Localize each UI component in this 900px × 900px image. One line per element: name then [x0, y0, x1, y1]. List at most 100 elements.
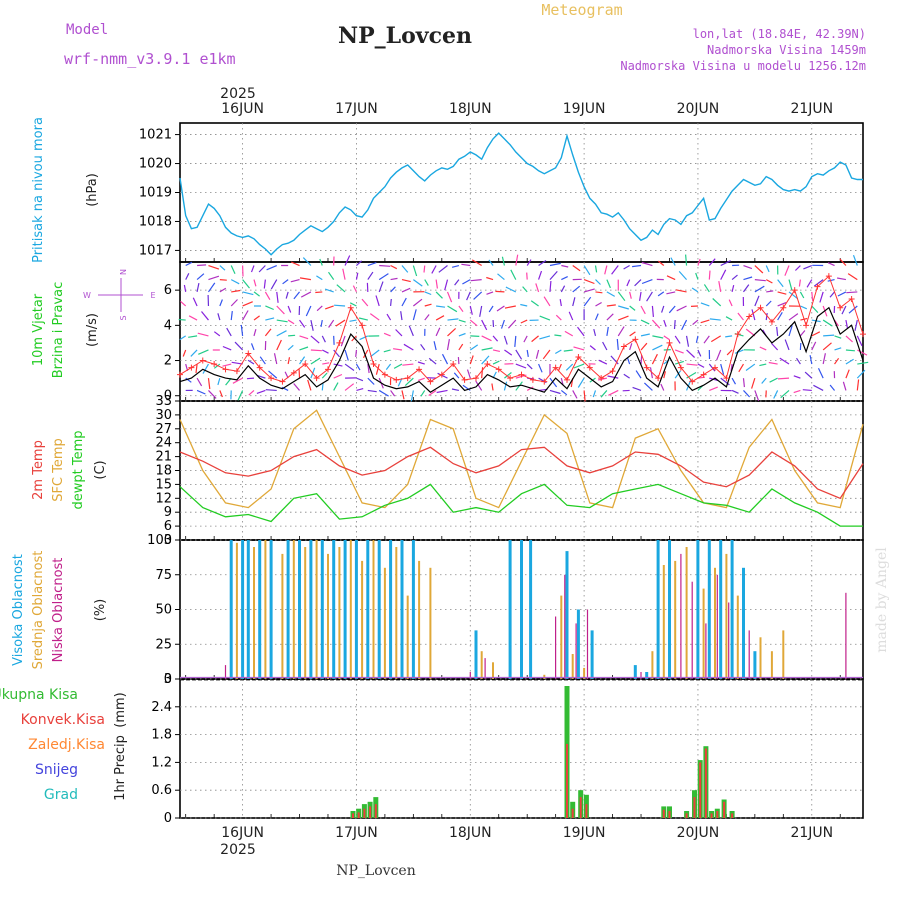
cloud-ylabel-1: Visoka Oblacnost	[11, 554, 26, 666]
wind-barb	[765, 279, 773, 284]
compass-w: W	[83, 291, 91, 300]
wind-barb	[505, 286, 517, 293]
wind-barb	[401, 297, 407, 307]
cloud-bar	[668, 540, 671, 679]
wind-barb	[686, 349, 696, 358]
cloud-bar	[651, 651, 654, 679]
wind-barb	[196, 273, 205, 281]
precip-conv-bar	[668, 811, 671, 818]
wind-barb	[219, 390, 223, 398]
wind-barb	[230, 311, 233, 321]
wind-gust-marker	[723, 375, 730, 382]
wind-barb	[226, 327, 232, 337]
cloud-bar	[583, 667, 586, 679]
wind-barb	[287, 357, 291, 365]
wind-barb	[668, 305, 676, 314]
wind-barb	[435, 291, 443, 299]
cloud-bar	[575, 623, 577, 679]
wind-barb	[402, 363, 414, 366]
precip-conv-bar	[369, 806, 372, 818]
wind-barb	[845, 335, 854, 343]
cloud-bar	[286, 540, 290, 679]
wind-barb	[793, 389, 801, 394]
wind-barb	[515, 363, 527, 369]
wind-barb	[412, 265, 418, 277]
wind-barb	[845, 358, 854, 365]
wind-barb	[259, 356, 266, 365]
wind-barb	[606, 304, 616, 307]
wind-barb	[299, 335, 309, 340]
wind-barb	[788, 325, 793, 337]
ytick-label: 0	[164, 389, 172, 404]
wind-barb	[728, 299, 733, 307]
wind-barb	[458, 305, 464, 313]
cloud-bar	[320, 540, 324, 679]
precip-conv-bar	[363, 808, 366, 818]
model-elevation-label: Nadmorska Visina u modelu 1256.12m	[620, 59, 866, 73]
page-title: NP_Lovcen	[338, 23, 472, 49]
cloud-bar	[304, 547, 307, 679]
wind-barb	[179, 335, 187, 341]
cloud-bar	[332, 540, 336, 679]
wind-barb	[288, 334, 296, 337]
cloud-bar	[366, 540, 370, 679]
wind-barb	[629, 291, 632, 299]
wind-barb	[780, 389, 790, 399]
wind-barb	[554, 349, 562, 355]
wind-barb	[538, 270, 543, 280]
wind-barb	[788, 291, 799, 300]
wind-barb	[800, 305, 808, 310]
wind-barb	[447, 305, 458, 313]
wind-gust-marker	[825, 273, 832, 280]
wind-barb	[481, 367, 484, 379]
wind-barb	[765, 300, 772, 307]
wind-barb	[486, 276, 494, 281]
wind-barb	[695, 335, 699, 343]
wind-barb	[610, 355, 619, 365]
wind-barb	[632, 386, 642, 392]
wind-barb	[720, 363, 725, 375]
wind-barb	[616, 338, 619, 351]
wind-barb	[504, 349, 513, 356]
wind-barb	[322, 362, 330, 365]
wind-barb	[606, 313, 614, 321]
cloud-bar	[377, 540, 381, 679]
wind-barb	[526, 349, 529, 357]
cloud-bar	[529, 540, 533, 679]
wind-barb	[549, 377, 558, 388]
wind-gust-marker	[837, 304, 844, 311]
wind-barb	[307, 379, 312, 391]
cloud-bar	[264, 540, 267, 679]
wind-barb	[700, 302, 710, 307]
wind-barb	[583, 296, 592, 307]
wind-barb	[845, 319, 849, 330]
cloud-bar	[400, 540, 404, 679]
precip-conv-bar	[693, 797, 696, 818]
wind-barb	[473, 291, 483, 300]
top-date-label: 17JUN	[335, 101, 378, 117]
wind-barb	[453, 372, 460, 379]
cloud-bar	[224, 665, 227, 679]
wind-gust-marker	[518, 371, 525, 378]
wind-barb	[355, 349, 358, 357]
wind-barb	[344, 383, 355, 391]
wind-barb	[691, 287, 699, 293]
wind-barb	[316, 305, 323, 312]
wind-barb	[681, 319, 688, 331]
wind-barb	[531, 335, 539, 343]
wind-gust-marker	[541, 378, 548, 385]
wind-barb	[481, 347, 493, 351]
wind-barb	[607, 375, 619, 379]
wind-gust-marker	[427, 378, 434, 385]
wind-barb	[846, 291, 858, 294]
wind-barb	[264, 291, 271, 301]
cloud-bar	[742, 567, 745, 679]
wind-gust-marker	[381, 371, 388, 378]
wind-barb	[538, 260, 547, 267]
wind-barb	[731, 377, 737, 385]
wind-barb	[481, 319, 488, 331]
wind-barb	[829, 291, 836, 298]
wind-barb	[282, 279, 289, 285]
wind-barb	[300, 291, 312, 298]
